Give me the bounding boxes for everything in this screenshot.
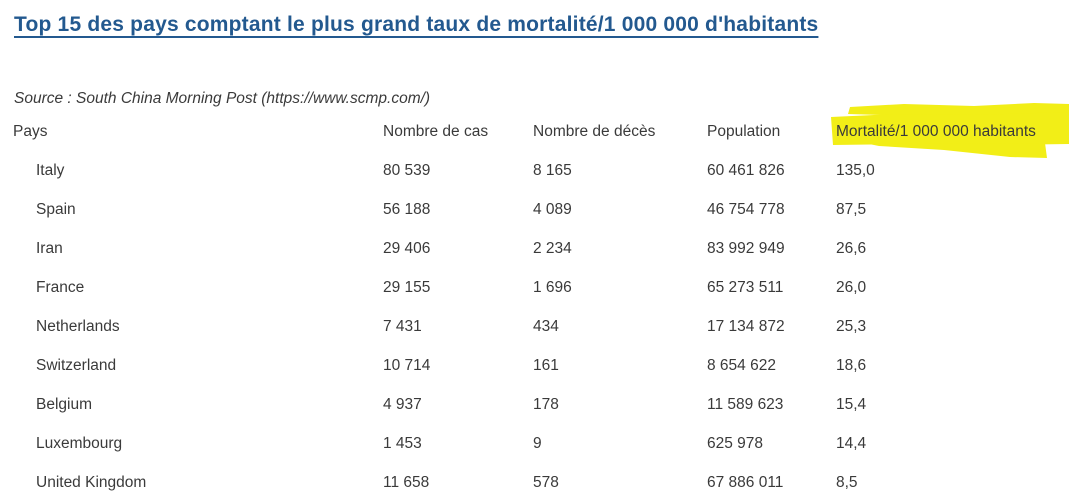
country-cell: Switzerland	[36, 356, 117, 374]
header-population: Population	[707, 122, 781, 140]
population-cell: 17 134 872	[707, 317, 785, 335]
population-cell: 67 886 011	[707, 473, 784, 491]
deaths-cell: 4 089	[533, 200, 572, 218]
deaths-cell: 578	[533, 473, 559, 491]
deaths-cell: 178	[533, 395, 559, 413]
cases-cell: 29 155	[383, 278, 431, 296]
mortality-cell: 87,5	[836, 200, 867, 218]
country-cell: Italy	[36, 161, 65, 179]
yellow-highlight-marker	[831, 103, 1069, 158]
mortality-cell: 135,0	[836, 161, 875, 179]
deaths-cell: 9	[533, 434, 542, 452]
mortality-table: Pays Nombre de cas Nombre de décès Popul…	[0, 112, 1069, 502]
country-cell: France	[36, 278, 85, 296]
mortality-cell: 8,5	[836, 473, 858, 491]
cases-cell: 56 188	[383, 200, 431, 218]
header-nombre-de-cas: Nombre de cas	[383, 122, 489, 140]
deaths-cell: 1 696	[533, 278, 572, 296]
cases-cell: 1 453	[383, 434, 422, 452]
cases-cell: 4 937	[383, 395, 422, 413]
population-cell: 8 654 622	[707, 356, 776, 374]
header-pays: Pays	[13, 122, 48, 140]
table-row: France 29 155 1 696 65 273 511 26,0	[0, 268, 1069, 307]
population-cell: 46 754 778	[707, 200, 785, 218]
mortality-cell: 25,3	[836, 317, 867, 335]
population-cell: 60 461 826	[707, 161, 785, 179]
mortality-cell: 18,6	[836, 356, 867, 374]
source-attribution: Source : South China Morning Post (https…	[14, 90, 431, 107]
population-cell: 625 978	[707, 434, 764, 452]
header-nombre-de-deces: Nombre de décès	[533, 122, 656, 140]
table-header-row: Pays Nombre de cas Nombre de décès Popul…	[0, 112, 1069, 151]
table-row: Spain 56 188 4 089 46 754 778 87,5	[0, 190, 1069, 229]
country-cell: Belgium	[36, 395, 92, 413]
table-row: Switzerland 10 714 161 8 654 622 18,6	[0, 346, 1069, 385]
country-cell: Luxembourg	[36, 434, 123, 452]
table-row: Belgium 4 937 178 11 589 623 15,4	[0, 385, 1069, 424]
table-row: Netherlands 7 431 434 17 134 872 25,3	[0, 307, 1069, 346]
country-cell: Spain	[36, 200, 76, 218]
cases-cell: 10 714	[383, 356, 431, 374]
deaths-cell: 2 234	[533, 239, 572, 257]
header-mortalite-highlighted: Mortalité/1 000 000 habitants	[836, 122, 1036, 140]
deaths-cell: 434	[533, 317, 559, 335]
population-cell: 11 589 623	[707, 395, 784, 413]
table-row: Iran 29 406 2 234 83 992 949 26,6	[0, 229, 1069, 268]
cases-cell: 11 658	[383, 473, 430, 491]
cases-cell: 29 406	[383, 239, 431, 257]
mortality-cell: 26,0	[836, 278, 867, 296]
cases-cell: 80 539	[383, 161, 431, 179]
table-row: Italy 80 539 8 165 60 461 826 135,0	[0, 151, 1069, 190]
table-body: Italy 80 539 8 165 60 461 826 135,0 Spain 56 1…	[0, 151, 1069, 502]
population-cell: 65 273 511	[707, 278, 784, 296]
mortality-cell: 26,6	[836, 239, 867, 257]
cases-cell: 7 431	[383, 317, 422, 335]
country-cell: Iran	[36, 239, 63, 257]
table-row: United Kingdom 11 658 578 67 886 011 8,5	[0, 463, 1069, 502]
deaths-cell: 161	[533, 356, 559, 374]
population-cell: 83 992 949	[707, 239, 785, 257]
mortality-cell: 15,4	[836, 395, 867, 413]
table-row: Luxembourg 1 453 9 625 978 14,4	[0, 424, 1069, 463]
mortality-cell: 14,4	[836, 434, 867, 452]
deaths-cell: 8 165	[533, 161, 572, 179]
country-cell: United Kingdom	[36, 473, 147, 491]
page-title-link[interactable]: Top 15 des pays comptant le plus grand t…	[14, 13, 819, 36]
country-cell: Netherlands	[36, 317, 120, 335]
